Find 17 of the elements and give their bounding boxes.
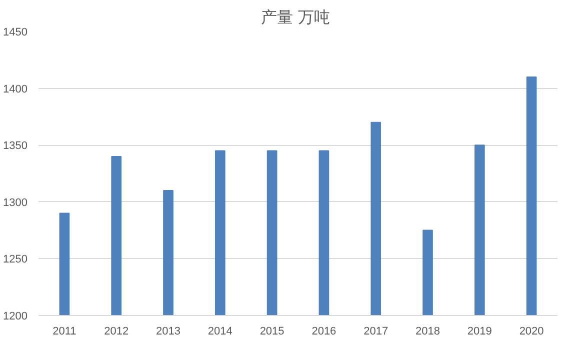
x-tick-label: 2019 <box>467 326 492 337</box>
x-tick-label: 2017 <box>364 326 388 337</box>
x-tick-label: 2014 <box>208 326 232 337</box>
y-tick-label: 1250 <box>3 254 28 266</box>
y-tick-label: 1200 <box>3 310 28 322</box>
y-tick-label: 1400 <box>3 83 28 96</box>
y-tick-label: 1350 <box>3 140 28 152</box>
chart-title: 产量 万吨 <box>260 8 330 26</box>
x-tick-label: 2011 <box>52 326 76 337</box>
x-tick-label: 2012 <box>104 326 129 337</box>
y-tick-label: 1450 <box>3 26 28 38</box>
x-tick-label: 2016 <box>312 326 336 337</box>
x-tick-label: 2018 <box>416 326 440 337</box>
x-tick-label: 2020 <box>519 326 544 337</box>
y-tick-label: 1300 <box>3 196 28 209</box>
x-tick-label: 2013 <box>156 326 180 337</box>
x-tick-label: 2015 <box>260 326 284 337</box>
